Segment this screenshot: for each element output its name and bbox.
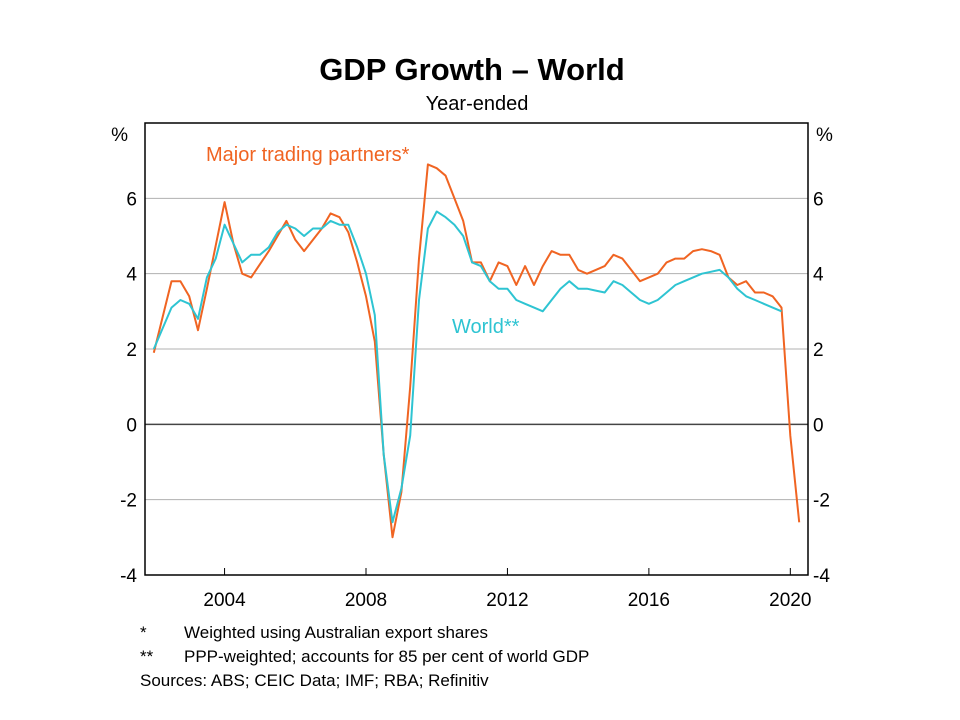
footnote: * Weighted using Australian export share… (140, 621, 589, 645)
y-tick-label-left: 2 (126, 340, 137, 361)
y-tick-label-left: 6 (126, 189, 137, 210)
footnote-marker: ** (140, 647, 154, 666)
y-tick-label-left: 4 (126, 265, 137, 286)
y-tick-label-right: 2 (813, 340, 824, 361)
x-tick-label: 2004 (203, 590, 246, 611)
axis-ticks: -4 -4 -2 -2 0 0 2 2 4 4 6 6 2004 2008 2012 2016 2020 (120, 189, 830, 611)
x-tick-label: 2020 (769, 590, 811, 611)
series-line-major-trading-partners (152, 163, 801, 539)
y-tick-label-right: -2 (813, 491, 830, 512)
sources-note: Sources: ABS; CEIC Data; IMF; RBA; Refin… (140, 671, 489, 690)
chart-subtitle: Year-ended (425, 93, 529, 115)
y-tick-label-right: 0 (813, 415, 824, 436)
footnote-text: PPP-weighted; accounts for 85 per cent o… (184, 647, 590, 666)
x-tick-label: 2016 (628, 590, 670, 611)
plot-frame (144, 122, 809, 576)
y-tick-label-left: -4 (120, 566, 137, 587)
footnote-text: Weighted using Australian export shares (184, 623, 488, 642)
footnote-marker: * (140, 623, 147, 642)
y-tick-label-left: 0 (126, 415, 137, 436)
footnote: ** PPP-weighted; accounts for 85 per cen… (140, 645, 589, 669)
y-tick-label-right: -4 (813, 566, 830, 587)
series-lines (152, 163, 801, 539)
series-label-major-trading-partners: Major trading partners* (206, 144, 410, 166)
gridlines (145, 197, 808, 501)
y-tick-label-right: 6 (813, 189, 824, 210)
chart-notes: * Weighted using Australian export share… (140, 621, 589, 693)
y-tick-label-left: -2 (120, 491, 137, 512)
series-label-world: World** (452, 316, 520, 338)
y-tick-label-right: 4 (813, 265, 824, 286)
y-axis-unit-left: % (111, 125, 128, 146)
x-tick-label: 2012 (486, 590, 528, 611)
y-axis-unit-right: % (816, 125, 833, 146)
chart-title: GDP Growth – World (319, 52, 625, 87)
x-tick-label: 2008 (345, 590, 387, 611)
series-line-world (152, 210, 782, 524)
